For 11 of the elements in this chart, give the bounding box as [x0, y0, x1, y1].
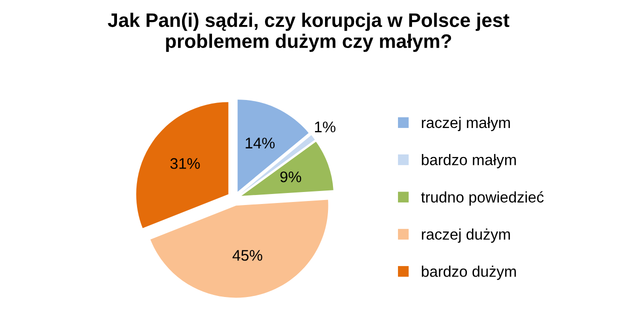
legend-label: trudno powiedzieć [421, 191, 544, 206]
data-label: 14% [246, 138, 275, 148]
data-label: 31% [170, 158, 200, 169]
legend-label: raczej małym [422, 116, 510, 132]
chart-title: Jak Pan(i) sądzi, czy korupcja w Polsce jest problemem dużym czy małym? [108, 12, 510, 52]
data-label: 1% [315, 122, 336, 132]
legend-label: bardzo dużym [422, 266, 516, 280]
legend-label: bardzo małym [422, 154, 516, 168]
data-label: 9% [280, 171, 302, 182]
data-label: 45% [232, 250, 262, 261]
legend-label: raczej dużym [422, 228, 510, 243]
